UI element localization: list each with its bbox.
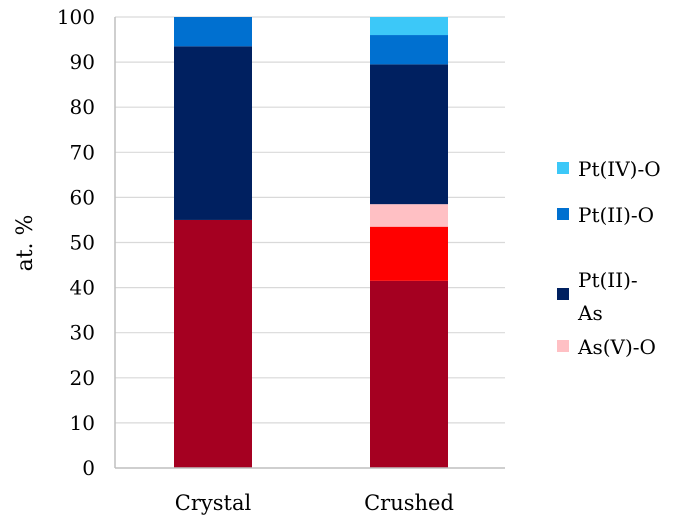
x-category-label: Crystal — [175, 491, 252, 515]
y-tick-label: 80 — [70, 95, 95, 119]
axes — [114, 17, 505, 469]
bar-segment-crystal-0 — [174, 219, 252, 468]
bar-segment-crushed-2 — [370, 204, 448, 227]
legend-swatch — [557, 162, 569, 174]
y-tick-label: 70 — [70, 140, 95, 164]
bar-segment-crystal-4 — [174, 17, 252, 47]
bar-stacks — [174, 17, 448, 468]
y-tick-label: 60 — [70, 185, 95, 209]
bar-segment-crushed-3 — [370, 64, 448, 205]
legend-swatch — [557, 288, 569, 300]
bar-segment-crystal-3 — [174, 46, 252, 220]
bar-segment-crushed-4 — [370, 35, 448, 65]
y-axis-title: at. % — [13, 215, 38, 272]
bar-segment-crushed-0 — [370, 280, 448, 468]
bar-segment-crushed-5 — [370, 17, 448, 36]
y-tick-label: 100 — [57, 5, 95, 29]
legend: Pt(IV)-O Pt(II)-O Pt(II)-As As(V)-O — [557, 157, 661, 359]
y-tick-label: 90 — [70, 50, 95, 74]
y-tick-label: 0 — [82, 456, 95, 480]
x-category-label: Crushed — [364, 491, 454, 515]
y-tick-label: 50 — [70, 231, 95, 255]
y-tick-labels: 0 10 20 30 40 50 60 70 80 90 100 — [57, 5, 95, 480]
y-tick-label: 10 — [70, 411, 95, 435]
y-tick-label: 30 — [70, 321, 95, 345]
legend-label: Pt(II)-O — [578, 203, 654, 227]
bar-segment-crushed-1 — [370, 226, 448, 281]
y-tick-label: 40 — [70, 276, 95, 300]
legend-swatch — [557, 340, 569, 352]
x-category-labels: Crystal Crushed — [175, 491, 454, 515]
y-tick-label: 20 — [70, 366, 95, 390]
legend-swatch — [557, 208, 569, 220]
legend-label: Pt(II)-As — [577, 268, 638, 325]
legend-label: As(V)-O — [577, 335, 656, 359]
legend-label: Pt(IV)-O — [578, 157, 661, 181]
